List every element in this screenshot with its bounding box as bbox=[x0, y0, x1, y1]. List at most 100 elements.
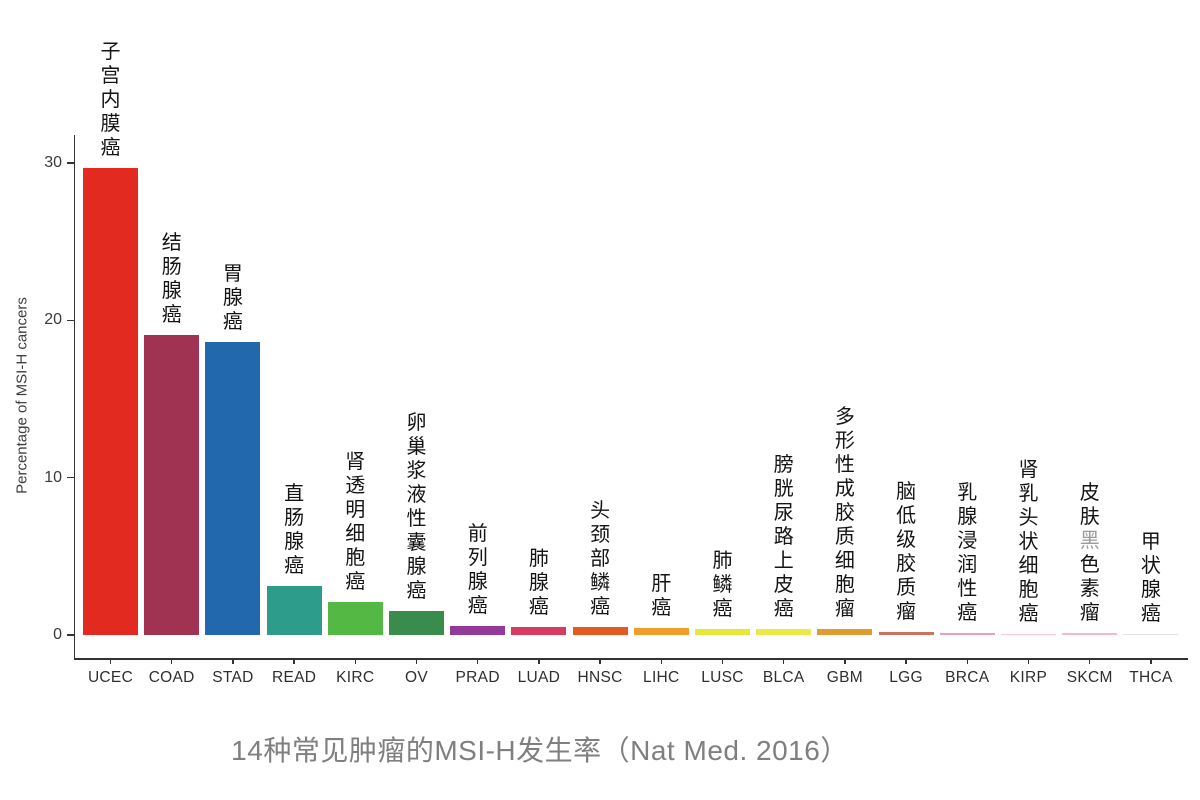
cn-char: 头 bbox=[590, 500, 611, 523]
cn-char: 癌 bbox=[100, 136, 121, 159]
bar-GBM bbox=[817, 629, 873, 635]
cn-char: 腺 bbox=[957, 506, 978, 529]
cn-char: 多 bbox=[834, 406, 855, 429]
cn-char: 肝 bbox=[651, 572, 672, 595]
cn-char: 部 bbox=[590, 548, 611, 571]
cn-char: 色 bbox=[1079, 554, 1100, 577]
bar-BRCA bbox=[939, 633, 995, 635]
cn-char: 癌 bbox=[467, 595, 488, 618]
figure-caption: 14种常见肿瘤的MSI-H发生率（Nat Med. 2016） bbox=[231, 735, 849, 766]
cn-char: 性 bbox=[406, 508, 427, 531]
x-tick-mark-BLCA bbox=[782, 658, 785, 664]
bar-cn-label-READ: 直肠腺癌 bbox=[282, 482, 306, 578]
x-tick-label-BLCA: BLCA bbox=[762, 669, 805, 686]
bar-cn-label-LUSC: 肺鳞癌 bbox=[711, 549, 735, 621]
x-tick-mark-STAD bbox=[232, 658, 234, 664]
cn-char: 上 bbox=[773, 550, 794, 573]
cn-char: 细 bbox=[1018, 554, 1039, 577]
bar-cn-label-PRAD: 前列腺癌 bbox=[466, 522, 490, 618]
bar-OV bbox=[389, 611, 444, 635]
bar-PRAD bbox=[450, 626, 506, 635]
x-tick-mark-KIRC bbox=[354, 658, 357, 664]
x-tick-label-KIRP: KIRP bbox=[1009, 669, 1048, 686]
bar-COAD bbox=[144, 334, 200, 635]
x-tick-label-BRCA: BRCA bbox=[945, 669, 990, 686]
cn-char: 癌 bbox=[528, 596, 549, 619]
cn-char: 胞 bbox=[1018, 578, 1039, 601]
bar-cn-label-BLCA: 膀胱尿路上皮癌 bbox=[772, 453, 796, 621]
x-tick-mark-THCA bbox=[1150, 658, 1152, 664]
bar-HNSC bbox=[572, 627, 628, 635]
x-tick-mark-HNSC bbox=[599, 658, 601, 664]
cn-char: 胃 bbox=[222, 263, 243, 286]
cn-char: 宫 bbox=[100, 64, 121, 87]
x-tick-mark-SKCM bbox=[1088, 658, 1091, 664]
x-tick-mark-PRAD bbox=[476, 658, 479, 664]
x-tick-mark-BRCA bbox=[966, 658, 969, 664]
x-tick-label-KIRC: KIRC bbox=[336, 669, 375, 686]
bar-BLCA bbox=[756, 629, 812, 635]
cn-char: 胞 bbox=[345, 546, 366, 569]
cn-char: 性 bbox=[834, 454, 855, 477]
cn-char: 透 bbox=[345, 474, 366, 497]
cn-char: 鳞 bbox=[712, 573, 733, 596]
cn-char: 胶 bbox=[896, 552, 917, 575]
cn-char: 腺 bbox=[1140, 579, 1161, 601]
cn-char: 癌 bbox=[651, 596, 672, 619]
cn-char: 癌 bbox=[161, 303, 182, 326]
cn-char: 乳 bbox=[957, 482, 978, 505]
cn-char: 癌 bbox=[1140, 603, 1161, 625]
y-tick-label-0: 0 bbox=[53, 626, 62, 643]
x-tick-mark-GBM bbox=[844, 658, 846, 664]
x-tick-label-GBM: GBM bbox=[826, 669, 863, 686]
x-tick-label-PRAD: PRAD bbox=[455, 669, 500, 686]
x-tick-mark-OV bbox=[415, 658, 418, 664]
bar-UCEC bbox=[83, 167, 138, 635]
cn-char: 肠 bbox=[284, 507, 305, 530]
bar-SKCM bbox=[1062, 633, 1118, 635]
bar-cn-label-LGG: 脑低级胶质瘤 bbox=[894, 480, 918, 624]
bar-LUAD bbox=[511, 627, 567, 635]
bar-cn-label-BRCA: 乳腺浸润性癌 bbox=[955, 481, 979, 625]
cn-char: 成 bbox=[834, 478, 855, 501]
cn-char: 癌 bbox=[345, 570, 366, 593]
y-tick-mark-30 bbox=[66, 162, 74, 164]
cn-char: 内 bbox=[100, 88, 121, 111]
cn-char: 皮 bbox=[1079, 482, 1100, 505]
x-tick-mark-LUAD bbox=[538, 658, 540, 664]
cn-char: 结 bbox=[161, 231, 182, 254]
y-tick-label-30: 30 bbox=[44, 154, 62, 172]
bar-cn-label-SKCM: 皮肤黑色素瘤 bbox=[1078, 481, 1102, 625]
x-tick-mark-COAD bbox=[170, 658, 173, 664]
y-axis-line bbox=[73, 135, 75, 659]
x-tick-label-THCA: THCA bbox=[1129, 669, 1173, 686]
cn-char: 瘤 bbox=[834, 598, 855, 621]
bar-LUSC bbox=[695, 628, 750, 635]
cn-char: 质 bbox=[896, 576, 917, 599]
bar-cn-label-OV: 卵巢浆液性囊腺癌 bbox=[405, 411, 429, 603]
cn-char: 肾 bbox=[345, 450, 366, 473]
cn-char: 癌 bbox=[406, 580, 427, 603]
cn-char: 路 bbox=[773, 526, 794, 549]
x-tick-mark-UCEC bbox=[109, 658, 112, 664]
cn-char: 腺 bbox=[222, 287, 243, 310]
cn-char: 癌 bbox=[590, 596, 611, 619]
cn-char: 尿 bbox=[773, 502, 794, 525]
cn-char: 黑 bbox=[1079, 530, 1100, 553]
x-tick-label-COAD: COAD bbox=[148, 669, 195, 686]
cn-char: 液 bbox=[406, 484, 427, 507]
bar-cn-label-COAD: 结肠腺癌 bbox=[160, 231, 184, 327]
bar-THCA bbox=[1123, 634, 1179, 635]
cn-char: 鳞 bbox=[590, 572, 611, 595]
cn-char: 甲 bbox=[1140, 531, 1161, 553]
cn-char: 级 bbox=[896, 528, 917, 551]
y-tick-mark-10 bbox=[66, 476, 74, 479]
bar-KIRC bbox=[327, 601, 383, 635]
x-tick-label-UCEC: UCEC bbox=[87, 669, 134, 686]
cn-char: 囊 bbox=[406, 532, 427, 555]
cn-char: 头 bbox=[1018, 506, 1039, 529]
cn-char: 颈 bbox=[590, 524, 611, 547]
cn-char: 质 bbox=[834, 526, 855, 549]
bar-LGG bbox=[878, 631, 934, 635]
x-tick-label-LIHC: LIHC bbox=[643, 669, 680, 686]
